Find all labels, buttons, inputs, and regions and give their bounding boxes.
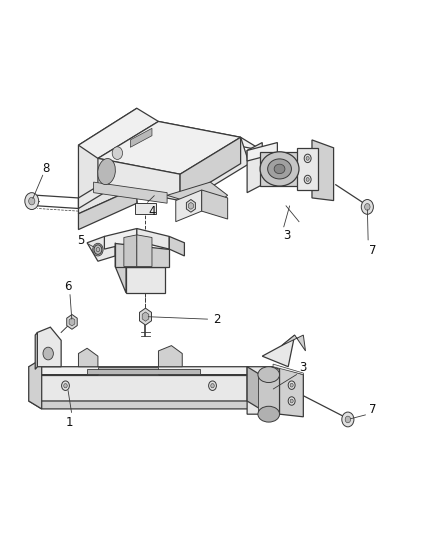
Polygon shape xyxy=(273,364,304,375)
Circle shape xyxy=(304,154,311,163)
Circle shape xyxy=(306,157,309,160)
Circle shape xyxy=(211,384,214,388)
Text: 2: 2 xyxy=(213,313,221,326)
Polygon shape xyxy=(258,375,279,414)
Polygon shape xyxy=(169,237,184,256)
Ellipse shape xyxy=(98,158,115,184)
Polygon shape xyxy=(78,188,137,230)
Polygon shape xyxy=(29,375,247,401)
Polygon shape xyxy=(187,199,195,212)
Text: 3: 3 xyxy=(284,229,291,243)
Polygon shape xyxy=(115,243,169,266)
Polygon shape xyxy=(247,367,293,414)
Polygon shape xyxy=(78,348,98,367)
Polygon shape xyxy=(137,235,152,266)
Polygon shape xyxy=(139,308,152,325)
Text: 5: 5 xyxy=(77,233,84,247)
Text: 8: 8 xyxy=(42,163,49,175)
Ellipse shape xyxy=(258,406,279,422)
Polygon shape xyxy=(37,327,61,367)
Polygon shape xyxy=(131,128,152,147)
Polygon shape xyxy=(297,148,318,190)
Polygon shape xyxy=(87,369,200,374)
Circle shape xyxy=(43,347,53,360)
Polygon shape xyxy=(29,367,260,375)
Circle shape xyxy=(112,147,123,159)
Text: 3: 3 xyxy=(300,361,307,374)
Polygon shape xyxy=(67,314,77,329)
Polygon shape xyxy=(29,359,42,409)
Polygon shape xyxy=(282,335,305,351)
Polygon shape xyxy=(87,237,115,261)
Circle shape xyxy=(62,381,69,391)
Polygon shape xyxy=(98,158,180,200)
Text: 1: 1 xyxy=(66,416,74,429)
Polygon shape xyxy=(247,367,260,409)
Polygon shape xyxy=(180,138,249,200)
Circle shape xyxy=(64,384,67,388)
Polygon shape xyxy=(180,138,240,200)
Polygon shape xyxy=(29,401,260,409)
Polygon shape xyxy=(176,190,202,222)
Polygon shape xyxy=(94,182,167,203)
Polygon shape xyxy=(279,367,304,417)
Polygon shape xyxy=(167,182,228,208)
Text: 7: 7 xyxy=(369,244,376,257)
Polygon shape xyxy=(78,108,137,214)
Circle shape xyxy=(304,175,311,184)
Circle shape xyxy=(288,381,295,390)
Polygon shape xyxy=(98,122,240,174)
Text: 4: 4 xyxy=(148,205,156,217)
Polygon shape xyxy=(78,180,109,208)
Polygon shape xyxy=(262,335,295,367)
Polygon shape xyxy=(247,142,262,192)
Polygon shape xyxy=(69,318,75,326)
Polygon shape xyxy=(134,203,156,214)
Circle shape xyxy=(361,199,373,214)
Circle shape xyxy=(342,412,354,427)
Text: 6: 6 xyxy=(64,280,71,293)
Polygon shape xyxy=(142,312,149,321)
Polygon shape xyxy=(35,333,37,369)
Circle shape xyxy=(306,177,309,181)
Ellipse shape xyxy=(260,152,299,186)
Circle shape xyxy=(96,247,100,252)
Polygon shape xyxy=(312,140,334,200)
Polygon shape xyxy=(188,203,193,209)
Polygon shape xyxy=(124,235,137,266)
Ellipse shape xyxy=(258,367,279,383)
Ellipse shape xyxy=(268,159,291,179)
Polygon shape xyxy=(137,229,169,249)
Circle shape xyxy=(28,197,35,205)
Circle shape xyxy=(290,383,293,387)
Circle shape xyxy=(288,397,295,405)
Circle shape xyxy=(208,381,216,391)
Circle shape xyxy=(94,245,102,254)
Polygon shape xyxy=(159,345,182,367)
Circle shape xyxy=(290,399,293,403)
Circle shape xyxy=(345,416,350,423)
Polygon shape xyxy=(104,229,137,249)
Polygon shape xyxy=(260,152,299,186)
Polygon shape xyxy=(115,243,126,293)
Polygon shape xyxy=(202,190,228,219)
Polygon shape xyxy=(126,266,165,293)
Circle shape xyxy=(364,204,370,210)
Polygon shape xyxy=(78,108,159,158)
Polygon shape xyxy=(247,142,277,161)
Circle shape xyxy=(25,192,39,209)
Polygon shape xyxy=(159,122,262,150)
Polygon shape xyxy=(98,367,159,375)
Circle shape xyxy=(93,243,103,256)
Text: 7: 7 xyxy=(369,403,376,416)
Ellipse shape xyxy=(274,164,285,174)
